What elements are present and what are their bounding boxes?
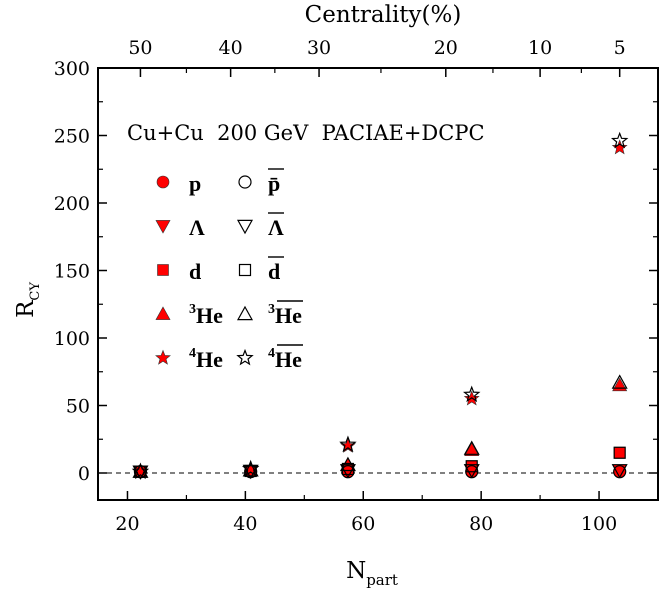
x-tick-label: 100 [581, 513, 617, 535]
legend-label-main: p̄ [268, 171, 280, 196]
legend-entry: 3He [236, 300, 303, 328]
legend-label: d [189, 259, 201, 284]
legend-label-main: He [196, 303, 223, 328]
data-point [610, 131, 629, 149]
y-tick-label: 200 [54, 193, 90, 215]
series-p-anti-points [133, 465, 627, 479]
legend-label-main: p [189, 171, 201, 196]
data-point [611, 464, 628, 479]
series--points [132, 464, 628, 480]
legend-entry: Λ [155, 215, 205, 240]
legend-label: Λ [268, 215, 284, 240]
plot-frame [97, 67, 659, 501]
data-point [463, 464, 480, 479]
legend-label-sup: 4 [189, 346, 196, 361]
top-tick-label: 10 [528, 37, 552, 59]
top-tick-label: 5 [614, 37, 626, 59]
x-axis-title-main: N [346, 558, 366, 584]
data-point [340, 437, 356, 453]
top-axis-title: Centrality(%) [305, 2, 462, 28]
x-tick-label: 80 [469, 513, 493, 535]
legend-marker [157, 264, 169, 276]
legend-label: p̄ [268, 171, 280, 196]
data-point [463, 440, 480, 455]
legend-marker [155, 306, 171, 320]
legend-marker [236, 348, 254, 366]
legend-marker [156, 175, 170, 189]
legend-label-main: He [275, 347, 302, 372]
legend-label-sup: 4 [268, 346, 275, 361]
series-4He-anti-points [131, 131, 629, 480]
legend-label-main: He [196, 347, 223, 372]
legend-label-main: He [275, 303, 302, 328]
legend-label: 3He [189, 302, 223, 328]
data-point [465, 460, 478, 473]
legend-label: Λ [189, 215, 205, 240]
legend-label-sup: 3 [189, 302, 196, 317]
x-tick-label: 60 [351, 513, 375, 535]
x-tick-label: 20 [115, 513, 139, 535]
data-point [131, 462, 150, 480]
data-point [462, 385, 481, 403]
data-point [132, 463, 149, 478]
y-tick-label: 0 [78, 463, 90, 485]
data-point [339, 435, 357, 453]
legend-marker [236, 219, 254, 235]
series-p-points [134, 465, 626, 478]
legend-label-main: Λ [268, 215, 284, 240]
x-tick-label: 40 [233, 513, 257, 535]
legend-marker [155, 220, 171, 234]
data-point [613, 446, 626, 459]
legend-label-main: d [268, 259, 280, 284]
data-point [611, 139, 628, 155]
y-tick-label: 100 [54, 328, 90, 350]
y-tick-label: 300 [54, 58, 90, 80]
data-point [339, 456, 356, 472]
legend-label-main: d [189, 259, 201, 284]
legend-label: 3He [268, 302, 302, 328]
series-3He-points [132, 377, 628, 478]
y-tick-label: 50 [66, 396, 90, 418]
legend-marker [155, 349, 171, 365]
legend-marker [236, 305, 254, 321]
legend-label: d [268, 259, 280, 284]
legend-entry: Λ [236, 212, 284, 240]
y-tick-label: 250 [54, 126, 90, 148]
legend-label-main: Λ [189, 215, 205, 240]
data-point [613, 446, 626, 459]
legend-entry: 3He [155, 302, 223, 328]
x-axis-title-sub: part [366, 571, 398, 589]
data-point [611, 374, 628, 389]
top-tick-label: 20 [434, 37, 458, 59]
x-axis-title: Npart [346, 558, 398, 589]
data-point [241, 459, 260, 477]
y-tick-label: 150 [54, 261, 90, 283]
top-tick-label: 30 [307, 37, 331, 59]
legend-label: 4He [189, 346, 223, 372]
top-tick-label: 50 [128, 37, 152, 59]
y-axis-title-sub: CY [28, 282, 43, 301]
legend-entry: p [156, 171, 201, 196]
legend-marker [238, 175, 252, 189]
y-axis-title: RCY [13, 282, 43, 318]
y-axis-title-main: R [13, 300, 39, 318]
legend-label: p [189, 171, 201, 196]
legend-entry: p̄ [238, 168, 284, 196]
legend-label: 4He [268, 346, 302, 372]
data-point [464, 442, 480, 456]
legend-entry: d [238, 256, 284, 284]
series-3He-anti-points [132, 374, 628, 478]
chart-annotation: Cu+Cu 200 GeV PACIAE+DCPC [127, 121, 485, 145]
series--anti-points [132, 464, 628, 480]
legend-entry: d [157, 259, 201, 284]
top-tick-label: 40 [219, 37, 243, 59]
legend-marker [238, 263, 252, 277]
legend-label-sup: 3 [268, 302, 275, 317]
legend-entry: 4He [236, 344, 303, 372]
legend-entry: 4He [155, 346, 223, 372]
